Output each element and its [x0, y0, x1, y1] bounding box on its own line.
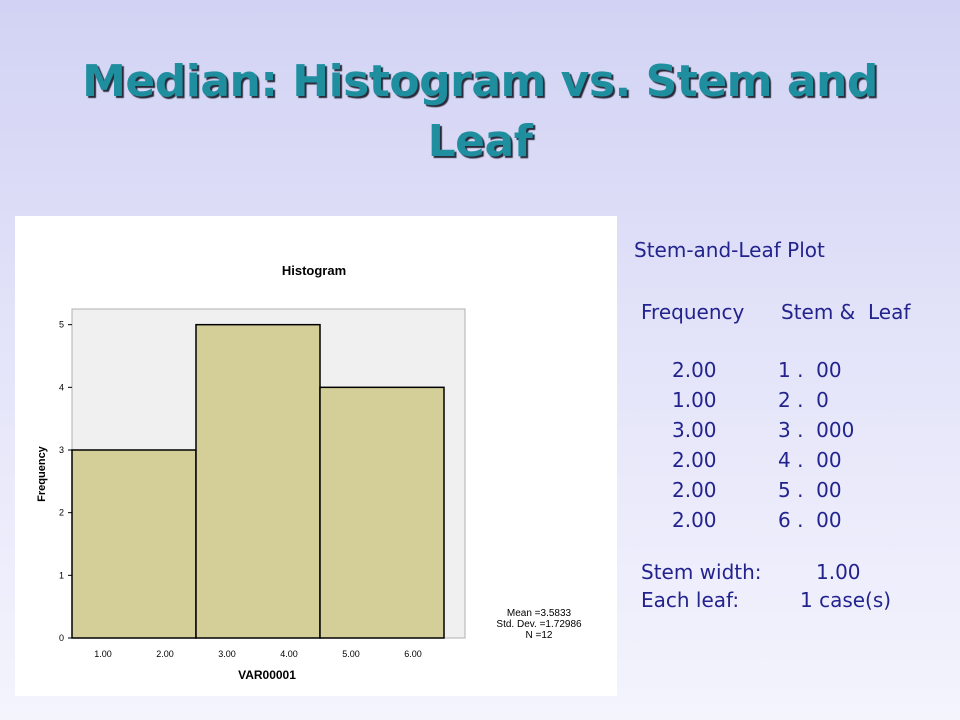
histogram-chart-panel: Histogram 0 1 2 3 4 5 1.00 2.00 3.00 4.00 5.00 6.0… — [15, 216, 617, 696]
x-tick-label: 2.00 — [156, 649, 174, 659]
x-axis-label: VAR00001 — [238, 668, 296, 682]
stem-leaf-value: 5 . 00 — [778, 478, 842, 502]
y-axis: 0 1 2 3 4 5 — [59, 320, 72, 643]
y-tick-label: 1 — [59, 570, 64, 580]
stat-std-dev: Std. Dev. =1.72986 — [496, 619, 582, 630]
y-tick-label: 0 — [59, 633, 64, 643]
stem-leaf-frequency: 2.00 — [672, 448, 717, 472]
x-tick-label: 4.00 — [280, 649, 298, 659]
stat-mean: Mean =3.5833 — [507, 608, 572, 619]
header-frequency: Frequency — [641, 300, 745, 324]
stem-leaf-plot: Stem-and-Leaf Plot Frequency Stem & Leaf… — [634, 238, 954, 658]
histogram-bar — [71, 449, 197, 639]
histogram-bar — [195, 323, 321, 639]
x-tick-label: 6.00 — [404, 649, 422, 659]
stem-leaf-frequency: 2.00 — [672, 358, 717, 382]
stem-leaf-value: 6 . 00 — [778, 508, 842, 532]
y-tick-label: 3 — [59, 445, 64, 455]
stem-width-value: 1.00 — [816, 560, 861, 584]
stem-leaf-value: 2 . 0 — [778, 388, 829, 412]
y-tick-label: 4 — [59, 382, 64, 392]
stem-leaf-value: 1 . 00 — [778, 358, 842, 382]
stem-width-label: Stem width: — [641, 560, 762, 584]
y-axis-label: Frequency — [36, 445, 48, 502]
stem-leaf-frequency: 3.00 — [672, 418, 717, 442]
stem-leaf-title: Stem-and-Leaf Plot — [634, 238, 825, 262]
slide-title: Median: Histogram vs. Stem and Leaf — [82, 56, 878, 167]
x-tick-label: 3.00 — [218, 649, 236, 659]
bars-group — [71, 323, 445, 639]
y-tick-label: 2 — [59, 508, 64, 518]
histogram-svg: Histogram 0 1 2 3 4 5 1.00 2.00 3.00 4.00 5.00 6.0… — [36, 263, 582, 682]
stem-leaf-frequency: 2.00 — [672, 508, 717, 532]
stat-n: N =12 — [526, 630, 553, 641]
y-tick-label: 5 — [59, 320, 64, 330]
header-stem-leaf: Stem & Leaf — [781, 300, 911, 324]
each-leaf-value: 1 case(s) — [800, 588, 892, 612]
chart-title: Histogram — [282, 263, 346, 278]
stem-leaf-frequency: 1.00 — [672, 388, 717, 412]
each-leaf-label: Each leaf: — [641, 588, 740, 612]
stem-leaf-value: 3 . 000 — [778, 418, 855, 442]
x-tick-label: 5.00 — [342, 649, 360, 659]
stem-leaf-value: 4 . 00 — [778, 448, 842, 472]
x-tick-label: 1.00 — [94, 649, 112, 659]
stem-leaf-frequency: 2.00 — [672, 478, 717, 502]
histogram-bar — [319, 386, 445, 639]
x-axis: 1.00 2.00 3.00 4.00 5.00 6.00 — [94, 649, 422, 659]
